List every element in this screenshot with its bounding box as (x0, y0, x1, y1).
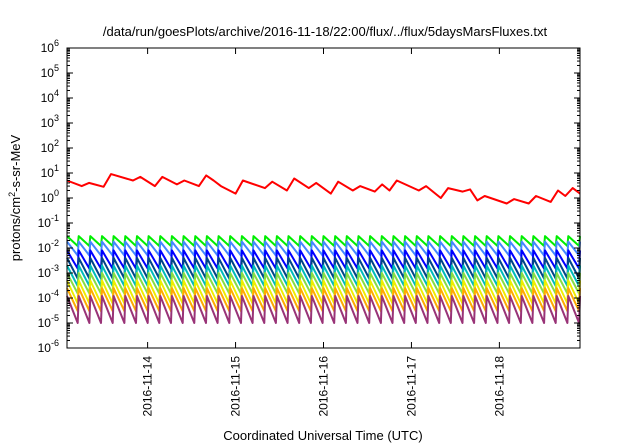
y-axis-label: protons/cm2-s-sr-MeV (7, 134, 23, 261)
y-tick-label: 106 (41, 38, 59, 55)
x-axis: 2016-11-14 2016-11-15 2016-11-16 2016-11-17… (141, 48, 506, 417)
x-tick-label: 2016-11-17 (404, 356, 418, 417)
chart-title: /data/run/goesPlots/archive/2016-11-18/2… (103, 24, 548, 39)
y-tick-label: 10-5 (38, 313, 59, 330)
y-tick-label: 105 (41, 63, 59, 80)
x-tick-label: 2016-11-15 (229, 356, 243, 417)
y-tick-label: 102 (41, 138, 59, 155)
x-tick-label: 2016-11-18 (492, 356, 506, 417)
y-tick-label: 100 (41, 188, 59, 205)
y-tick-label: 101 (41, 163, 59, 180)
y-tick-label: 103 (41, 113, 59, 130)
x-tick-label: 2016-11-16 (317, 356, 331, 417)
x-tick-label: 2016-11-14 (141, 356, 155, 417)
series-line-10 (66, 295, 581, 324)
y-tick-label: 10-2 (38, 238, 59, 255)
y-tick-label: 10-6 (38, 338, 59, 355)
y-tick-label: 10-1 (38, 213, 59, 230)
x-axis-label: Coordinated Universal Time (UTC) (223, 428, 422, 443)
y-tick-label: 104 (41, 88, 59, 105)
series-line-1 (66, 173, 581, 205)
y-tick-label: 10-4 (38, 288, 59, 305)
y-tick-label: 10-3 (38, 263, 59, 280)
series-layer (66, 173, 581, 324)
y-axis: 10-6 10-5 10-4 10-3 10-2 10-1 100 101 102 103 104 1… (38, 38, 580, 355)
